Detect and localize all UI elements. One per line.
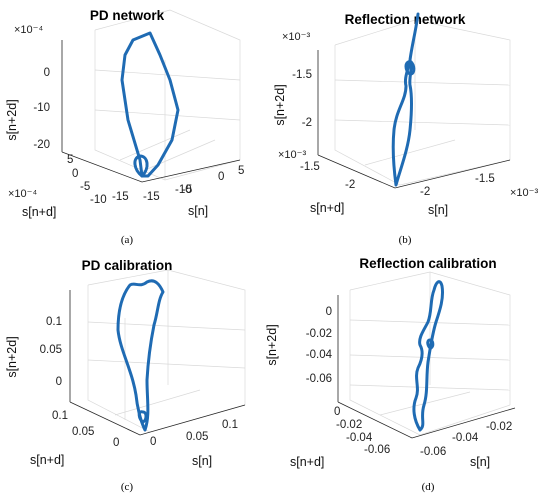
panel-a-ytick-1: -10	[90, 194, 107, 206]
panel-d-axes	[337, 401, 516, 439]
panel-a-xtick-0: -15	[143, 191, 160, 203]
panel-c-caption: (c)	[121, 481, 134, 493]
panel-b-ylabel: s[n+d]	[310, 201, 344, 215]
panel-a-ztick-0: 0	[44, 67, 50, 79]
panel-d-zlabel: s[n+2d]	[265, 324, 279, 365]
panel-a-ytick-0: -15	[112, 191, 129, 203]
panel-a-ytick-4: 5	[67, 154, 73, 166]
panel-c: PD calibration 0.1 0.05 0 s[n+2d] 0.1 0.…	[5, 258, 246, 493]
panel-a-xtick-1: -10	[175, 184, 192, 196]
panel-d-xtick-2: -0.02	[486, 421, 512, 433]
panel-d-ztick-0: 0	[326, 306, 332, 318]
panel-a-ztick-1: -10	[33, 102, 50, 114]
panel-b-series-line	[391, 12, 420, 187]
panel-d-xtick-0: -0.06	[420, 446, 446, 458]
panel-c-ytick-1: 0.05	[72, 426, 94, 438]
panel-c-series-loop	[137, 410, 148, 424]
panel-d-ztick-1: -0.02	[306, 328, 332, 340]
panel-a-ztick-2: -20	[33, 139, 50, 151]
panel-a-xtick-4: 5	[238, 165, 244, 177]
panel-c-ylabel: s[n+d]	[30, 453, 64, 467]
panel-c-axes	[69, 401, 246, 436]
panel-a-xtick-2: -5	[182, 184, 192, 196]
panel-b-zlabel: s[n+2d]	[273, 84, 287, 125]
panel-a-zlabel: s[n+2d]	[5, 99, 19, 140]
panel-b-z-multiplier: ×10⁻³	[282, 31, 310, 43]
panel-a-series-line	[120, 31, 180, 178]
panel-d-ytick-3: 0	[334, 406, 340, 418]
panel-c-xlabel: s[n]	[192, 454, 212, 468]
panel-d-ztick-2: -0.04	[306, 349, 333, 361]
panel-d-series-loop	[426, 338, 435, 350]
panel-b-caption: (b)	[399, 234, 412, 246]
panel-c-ztick-1: 0.05	[40, 344, 62, 356]
panel-b-xtick-1: -1.5	[475, 173, 495, 185]
panel-a: PD network ×10⁻⁴ 0 -10 -20 s[n+2d] 5 0 -…	[5, 8, 244, 246]
panel-a-ylabel: s[n+d]	[22, 205, 56, 219]
panel-a-series-loop	[133, 154, 149, 178]
panel-b-ytick-0: -2	[345, 179, 355, 191]
panel-c-series-line	[116, 279, 165, 432]
panel-a-xtick-3: 0	[218, 171, 224, 183]
panel-a-z-multiplier: ×10⁻⁴	[14, 24, 43, 36]
panel-b-xtick-0: -2	[420, 186, 430, 198]
panel-b-series-loop	[404, 60, 416, 76]
panel-c-ytick-2: 0.1	[52, 410, 68, 422]
panel-b-y-multiplier: ×10⁻³	[278, 149, 306, 161]
panel-c-xtick-0: 0	[150, 436, 156, 448]
panel-d: Reflection calibration 0 -0.02 -0.04 -0.…	[265, 256, 516, 493]
panel-a-ytick-3: 0	[72, 168, 78, 180]
panel-c-ztick-2: 0.1	[46, 316, 62, 328]
panel-b-ztick-0: -1.5	[292, 69, 312, 81]
panel-d-ztick-3: -0.06	[306, 373, 332, 385]
panel-a-y-multiplier: ×10⁻⁴	[8, 188, 37, 200]
panel-c-title: PD calibration	[82, 258, 173, 273]
panel-d-title: Reflection calibration	[359, 256, 496, 271]
panel-b-ytick-1: -1.5	[300, 161, 320, 173]
panel-a-axes	[61, 151, 241, 183]
panel-c-ztick-0: 0	[56, 376, 62, 388]
panel-d-ytick-2: -0.02	[336, 419, 362, 431]
panel-c-zlabel: s[n+2d]	[5, 336, 19, 377]
panel-b-grid	[334, 19, 511, 186]
panel-d-series-line	[412, 280, 444, 432]
panel-b: Reflection network ×10⁻³ -1.5 -2 s[n+2d]…	[273, 12, 538, 246]
panel-a-ytick-2: -5	[80, 181, 90, 193]
panel-b-axes	[317, 154, 511, 189]
panel-b-xlabel: s[n]	[428, 203, 448, 217]
panel-a-title: PD network	[90, 8, 165, 23]
panel-d-ytick-1: -0.04	[346, 432, 373, 444]
panel-b-ztick-1: -2	[302, 117, 312, 129]
panel-d-xtick-1: -0.04	[452, 432, 479, 444]
panel-a-caption: (a)	[121, 234, 134, 246]
panel-b-title: Reflection network	[345, 12, 466, 27]
panel-c-xtick-1: 0.05	[186, 431, 208, 443]
panel-a-grid	[94, 9, 241, 181]
panel-c-ytick-0: 0	[113, 437, 119, 449]
panel-d-xlabel: s[n]	[470, 455, 490, 469]
panel-a-xlabel: s[n]	[188, 204, 208, 218]
panel-d-ytick-0: -0.06	[364, 444, 390, 456]
panel-c-xtick-2: 0.1	[222, 419, 238, 431]
panel-c-grid	[87, 269, 246, 433]
panel-b-x-multiplier: ×10⁻³	[510, 187, 538, 199]
panel-d-caption: (d)	[422, 481, 435, 493]
panel-d-ylabel: s[n+d]	[290, 455, 324, 469]
